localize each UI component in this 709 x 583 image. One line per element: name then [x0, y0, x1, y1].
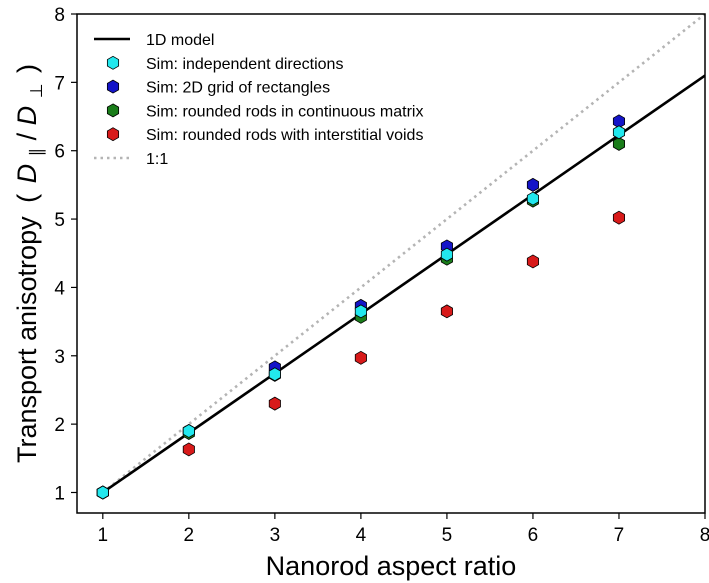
1-1-line — [102, 14, 705, 494]
x-tick-label: 3 — [270, 525, 281, 546]
x-tick-label: 4 — [356, 525, 367, 546]
sim-2d-grid-of-rectangles-point — [526, 177, 539, 192]
y-tick-label: 7 — [54, 73, 65, 94]
sim-independent-directions-point — [612, 125, 625, 140]
legend-item-sim-independent-directions: Sim: independent directions — [106, 55, 343, 73]
sim-rounded-rods-with-interstitial-voids-point — [182, 442, 195, 457]
sim-independent-directions-point — [182, 424, 195, 438]
sim-independent-directions-point — [526, 191, 539, 206]
sim-independent-directions-point — [96, 485, 109, 500]
legend-item-1d-model: 1D model — [94, 32, 214, 49]
sim-rounded-rods-with-interstitial-voids-point — [440, 304, 453, 319]
x-tick-label: 5 — [442, 525, 453, 546]
y-tick-label: 3 — [54, 347, 65, 368]
legend-marker-swatch — [106, 103, 120, 118]
y-tick-label: 1 — [54, 483, 65, 504]
legend-item-sim-rounded-rods-with-interstitial-voids: Sim: rounded rods with interstitial void… — [106, 127, 423, 144]
x-tick-label: 1 — [98, 525, 109, 546]
x-tick-label: 7 — [614, 525, 625, 546]
legend-marker-swatch — [106, 79, 120, 94]
legend-item-sim-2d-grid-of-rectangles: Sim: 2D grid of rectangles — [106, 79, 330, 97]
y-tick-label: 5 — [54, 210, 65, 231]
y-axis-label-d-perp: D — [12, 106, 42, 126]
y-tick-label: 2 — [54, 415, 65, 436]
x-tick-label: 8 — [700, 525, 709, 546]
y-axis-label-slash: / — [12, 132, 42, 140]
legend-item-1-1: 1:1 — [94, 151, 168, 168]
legend-item-sim-rounded-rods-in-continuous-matrix: Sim: rounded rods in continuous matrix — [106, 103, 423, 120]
y-axis-label-d-parallel: D — [12, 164, 42, 184]
legend-label: Sim: independent directions — [146, 56, 343, 73]
legend-marker-swatch — [106, 55, 120, 70]
legend-label: 1:1 — [146, 151, 168, 168]
sim-independent-directions-point — [268, 367, 281, 382]
legend-label: 1D model — [146, 32, 214, 49]
y-axis-label: Transport anisotropy ( D ∥ / D ⊥ ) — [12, 64, 48, 463]
sim-rounded-rods-in-continuous-matrix-point — [612, 136, 625, 151]
y-tick-label: 4 — [54, 278, 65, 299]
legend-marker-swatch — [106, 127, 120, 142]
legend-label: Sim: 2D grid of rectangles — [146, 80, 330, 97]
1d-model-line — [102, 74, 705, 494]
sim-independent-directions-point — [354, 304, 367, 319]
plot-frame — [76, 13, 706, 514]
sim-rounded-rods-with-interstitial-voids-point — [354, 350, 367, 365]
y-axis-label-close-paren: ) — [12, 64, 42, 73]
x-tick-label: 2 — [184, 525, 195, 546]
legend-label: Sim: rounded rods with interstitial void… — [146, 127, 423, 144]
sim-rounded-rods-with-interstitial-voids-point — [526, 254, 539, 269]
legend-label: Sim: rounded rods in continuous matrix — [146, 103, 423, 120]
y-axis-label-prefix: Transport anisotropy — [12, 216, 42, 463]
y-tick-label: 6 — [54, 142, 65, 163]
x-axis-label: Nanorod aspect ratio — [266, 551, 517, 581]
sim-rounded-rods-with-interstitial-voids-point — [268, 396, 281, 411]
y-tick-label: 8 — [54, 5, 65, 26]
x-tick-label: 6 — [528, 525, 539, 546]
legend: 1D model Sim: independent directions Sim: … — [94, 32, 423, 168]
sim-independent-directions-point — [440, 247, 453, 262]
y-axis-label-parallel-sub: ∥ — [27, 148, 46, 157]
sim-rounded-rods-with-interstitial-voids-point — [612, 210, 625, 225]
y-axis-label-open-paren: ( — [12, 194, 42, 203]
y-axis-label-perp-sub: ⊥ — [27, 83, 46, 98]
